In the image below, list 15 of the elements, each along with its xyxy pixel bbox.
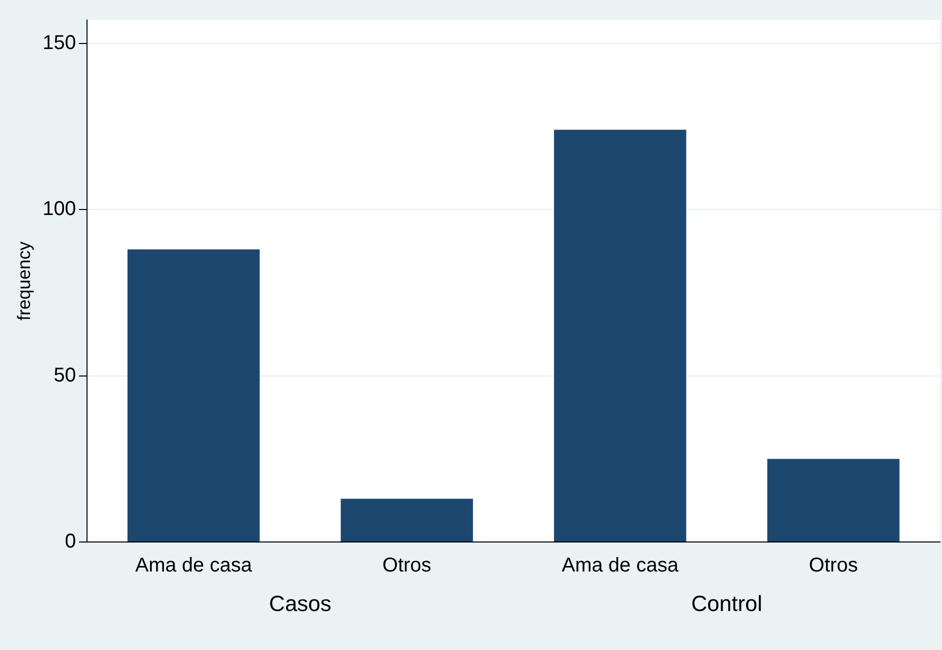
text: Control [691, 591, 762, 616]
x-tick-label: Otros [382, 554, 432, 577]
x-tick-label: Ama de casa [562, 554, 680, 577]
y-tick-label: 0 [64, 530, 76, 553]
bar [340, 498, 473, 542]
y-tick-label: 150 [42, 32, 76, 54]
x-tick-label: Ama de casa [135, 554, 253, 577]
y-tick-label: 50 [54, 364, 76, 386]
x-tick-label: Otros [808, 554, 858, 577]
bar [127, 249, 260, 542]
bar [554, 130, 686, 542]
bar [767, 458, 900, 542]
y-tick-label: 100 [42, 198, 76, 220]
y-axis-title: frequency [14, 241, 34, 321]
text: Casos [269, 591, 332, 616]
